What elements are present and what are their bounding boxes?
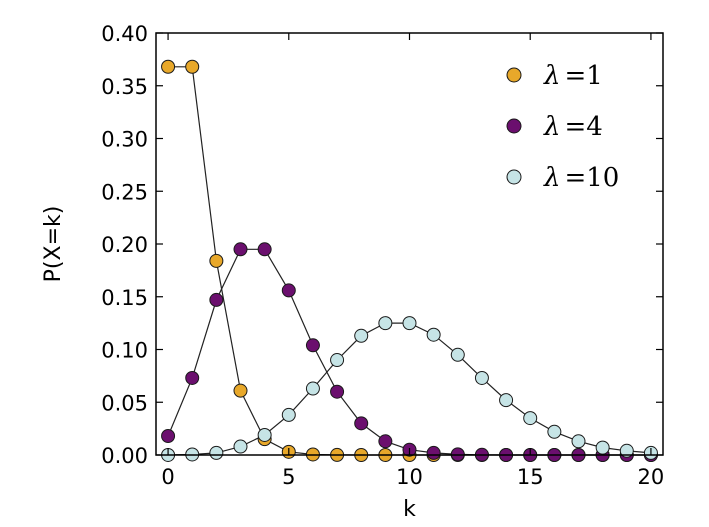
data-point [257, 242, 272, 257]
y-axis-ticks: 0.00 0.05 0.10 0.15 0.20 0.25 0.30 0.35 0.40 [101, 22, 663, 468]
x-tick-label: 0 [161, 465, 174, 489]
y-tick-label: 0.05 [101, 391, 148, 415]
legend-entry: λ =10 [543, 163, 619, 193]
x-tick-label: 10 [396, 465, 423, 489]
data-point [185, 370, 200, 385]
data-point [354, 416, 369, 431]
y-tick-label: 0.25 [101, 180, 148, 204]
legend-value: =1 [564, 61, 602, 91]
data-point [161, 59, 176, 74]
data-point [402, 316, 417, 331]
y-tick-label: 0.35 [101, 75, 148, 99]
data-point [161, 429, 176, 444]
data-point [426, 445, 441, 460]
y-tick-label: 0.10 [101, 339, 148, 363]
y-tick-label: 0.15 [101, 286, 148, 310]
data-point [281, 407, 296, 422]
data-point [595, 440, 610, 455]
data-point [354, 328, 369, 343]
x-axis-ticks: 0 5 10 15 20 [161, 33, 664, 489]
legend-value: =10 [564, 163, 619, 193]
legend-entry: λ =4 [543, 112, 603, 142]
legend: λ =1λ =4λ =10 [506, 61, 619, 193]
data-point [474, 370, 489, 385]
legend-symbol: λ [543, 163, 560, 193]
data-point [619, 443, 634, 458]
data-point [233, 439, 248, 454]
data-point [547, 424, 562, 439]
y-axis-label: P(X=k) [41, 206, 66, 283]
data-point [378, 316, 393, 331]
data-point [499, 393, 514, 408]
data-point [378, 434, 393, 449]
y-tick-label: 0.20 [101, 233, 148, 257]
data-point [523, 411, 538, 426]
data-point [305, 338, 320, 353]
y-tick-label: 0.30 [101, 128, 148, 152]
legend-marker [506, 67, 522, 83]
legend-entry: λ =1 [543, 61, 603, 91]
data-point [209, 292, 224, 307]
legend-marker [506, 118, 522, 134]
data-point [450, 347, 465, 362]
y-tick-label: 0.00 [101, 444, 148, 468]
legend-symbol: λ [543, 112, 560, 142]
data-point [330, 353, 345, 368]
plot-frame [155, 32, 664, 456]
data-point [185, 59, 200, 74]
data-point [426, 327, 441, 342]
series-line-1 [167, 248, 651, 456]
data-point [305, 381, 320, 396]
legend-marker [506, 169, 522, 185]
x-tick-label: 20 [638, 465, 665, 489]
data-point [257, 427, 272, 442]
data-point [233, 242, 248, 257]
x-tick-label: 15 [517, 465, 544, 489]
data-point [571, 434, 586, 449]
legend-symbol: λ [543, 61, 560, 91]
data-point [281, 283, 296, 298]
x-axis-label: k [403, 497, 416, 522]
data-point [209, 253, 224, 268]
data-point [330, 384, 345, 399]
data-point [209, 445, 224, 460]
data-point [233, 383, 248, 398]
legend-value: =4 [564, 112, 602, 142]
x-tick-label: 5 [282, 465, 295, 489]
y-tick-label: 0.40 [101, 22, 148, 46]
